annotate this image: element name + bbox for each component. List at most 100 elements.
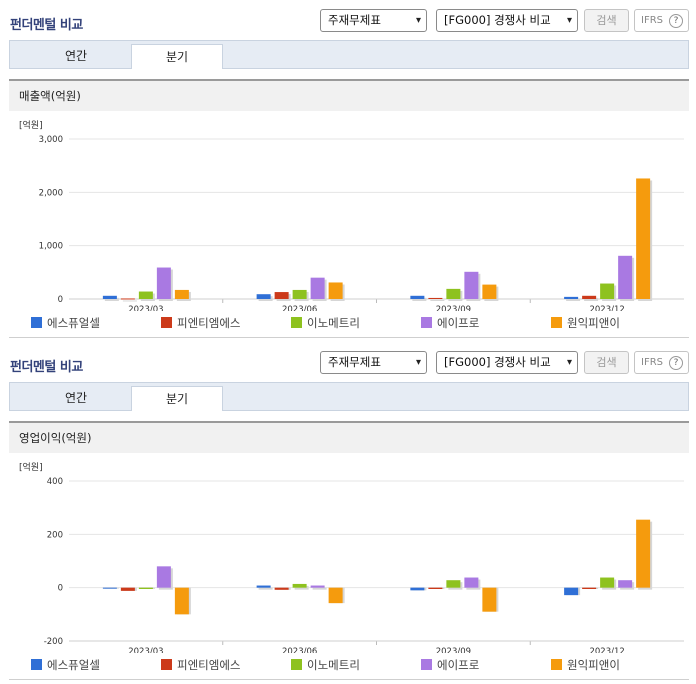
bar[interactable] [446, 288, 461, 299]
bar[interactable] [600, 577, 615, 588]
bar[interactable] [564, 296, 579, 299]
bar[interactable] [328, 587, 343, 604]
legend-label: 에이프로 [437, 658, 480, 672]
section-title: 펀더멘털 비교 [10, 18, 83, 33]
tab-annual[interactable]: 연간 [64, 391, 88, 405]
ifrs-label: IFRS [641, 15, 663, 26]
chart-panel: 영업이익(억원) [억원] -200 0 200 400 2023/03 2023/06 2… [9, 421, 689, 680]
bar[interactable] [618, 580, 633, 588]
legend-swatch [31, 317, 42, 328]
legend-item[interactable]: 에스퓨얼셀 [31, 315, 100, 331]
legend-item[interactable]: 에스퓨얼셀 [31, 657, 100, 673]
revenue-chart: [억원] 0 1,000 2,000 3,000 2023/03 2023/06 2023/… [19, 119, 684, 311]
unit-label: [억원] [19, 461, 43, 473]
bar[interactable] [138, 291, 153, 299]
fundamental-section-operating-profit: 펀더멘털 비교 주재무제표 ▾ [FG000] 경쟁사 비교 ▾ 검색 IFRS… [0, 342, 696, 684]
legend-item[interactable]: 피엔티엠에스 [161, 657, 240, 673]
ifrs-help-button[interactable]: IFRS ? [634, 9, 689, 32]
legend-item[interactable]: 에이프로 [421, 315, 479, 331]
legend-item[interactable]: 원익피앤이 [551, 315, 620, 331]
bar[interactable] [618, 255, 633, 299]
legend-item[interactable]: 이노메트리 [291, 315, 360, 331]
bar[interactable] [464, 577, 479, 588]
legend-swatch [421, 317, 432, 328]
chart-legend: 에스퓨얼셀 피엔티엠에스 이노메트리 에이프로 원익피앤이 [9, 311, 689, 331]
bar[interactable] [564, 587, 579, 596]
legend-label: 이노메트리 [307, 658, 360, 672]
search-button[interactable]: 검색 [584, 351, 629, 374]
legend-swatch [551, 317, 562, 328]
help-icon: ? [669, 356, 683, 370]
bar[interactable] [102, 587, 117, 589]
legend-item[interactable]: 원익피앤이 [551, 657, 620, 673]
bar[interactable] [582, 295, 597, 299]
bar[interactable] [636, 519, 651, 588]
bar[interactable] [446, 580, 461, 588]
bar[interactable] [482, 284, 497, 299]
y-tick-label: 2,000 [39, 188, 63, 198]
legend-item[interactable]: 에이프로 [421, 657, 479, 673]
y-tick-label: 0 [58, 295, 63, 305]
bar[interactable] [428, 587, 443, 589]
bar[interactable] [310, 585, 325, 588]
y-tick-label: 3,000 [39, 135, 63, 145]
bar[interactable] [310, 277, 325, 299]
legend-label: 에스퓨얼셀 [47, 658, 100, 672]
bar[interactable] [156, 267, 171, 299]
legend-item[interactable]: 피엔티엠에스 [161, 315, 240, 331]
y-tick-label: 1,000 [39, 242, 63, 252]
bar[interactable] [292, 289, 307, 299]
x-tick-label: 2023/03 [128, 305, 163, 311]
bar[interactable] [274, 587, 289, 590]
bar-shadow [122, 300, 137, 302]
statement-type-select[interactable]: 주재무제표 ▾ [320, 351, 427, 374]
bar[interactable] [428, 297, 443, 299]
bar[interactable] [256, 585, 271, 588]
bar[interactable] [120, 298, 135, 300]
period-tabs: 연간 분기 [9, 382, 689, 411]
compare-group-select[interactable]: [FG000] 경쟁사 비교 ▾ [436, 9, 578, 32]
legend-swatch [421, 659, 432, 670]
bar[interactable] [482, 587, 497, 612]
bar[interactable] [156, 566, 171, 588]
search-button[interactable]: 검색 [584, 9, 629, 32]
bar[interactable] [636, 178, 651, 299]
legend-item[interactable]: 이노메트리 [291, 657, 360, 673]
section-header: 펀더멘털 비교 주재무제표 ▾ [FG000] 경쟁사 비교 ▾ 검색 IFRS… [0, 0, 696, 40]
legend-label: 원익피앤이 [567, 316, 620, 330]
legend-swatch [291, 659, 302, 670]
bar-shadow [258, 587, 273, 590]
bar[interactable] [174, 289, 189, 299]
bar[interactable] [582, 587, 597, 589]
tab-quarterly[interactable]: 분기 [131, 386, 223, 411]
bar[interactable] [102, 295, 117, 299]
bar[interactable] [174, 587, 189, 615]
bar[interactable] [292, 583, 307, 588]
operating-profit-chart: [억원] -200 0 200 400 2023/03 2023/06 2023/09 202… [19, 461, 684, 653]
chevron-down-icon: ▾ [415, 15, 421, 26]
bar[interactable] [410, 295, 425, 299]
bar[interactable] [410, 587, 425, 591]
tab-annual[interactable]: 연간 [64, 49, 88, 63]
bar[interactable] [274, 292, 289, 299]
bar[interactable] [328, 282, 343, 299]
bar-shadow [584, 297, 599, 301]
ifrs-help-button[interactable]: IFRS ? [634, 351, 689, 374]
x-tick-label: 2023/06 [282, 647, 317, 653]
bar[interactable] [120, 587, 135, 591]
bar-shadow [412, 297, 427, 301]
bar[interactable] [256, 294, 271, 299]
bar[interactable] [138, 587, 153, 589]
tab-quarterly[interactable]: 분기 [131, 44, 223, 69]
statement-type-select[interactable]: 주재무제표 ▾ [320, 9, 427, 32]
bar[interactable] [464, 271, 479, 299]
chart-legend: 에스퓨얼셀 피엔티엠에스 이노메트리 에이프로 원익피앤이 [9, 653, 689, 673]
legend-label: 원익피앤이 [567, 658, 620, 672]
x-tick-label: 2023/12 [589, 647, 624, 653]
x-tick-label: 2023/12 [589, 305, 624, 311]
fundamental-section-revenue: 펀더멘털 비교 주재무제표 ▾ [FG000] 경쟁사 비교 ▾ 검색 IFRS… [0, 0, 696, 338]
legend-label: 이노메트리 [307, 316, 360, 330]
compare-group-select[interactable]: [FG000] 경쟁사 비교 ▾ [436, 351, 578, 374]
bar[interactable] [600, 283, 615, 299]
y-tick-label: -200 [44, 637, 63, 647]
